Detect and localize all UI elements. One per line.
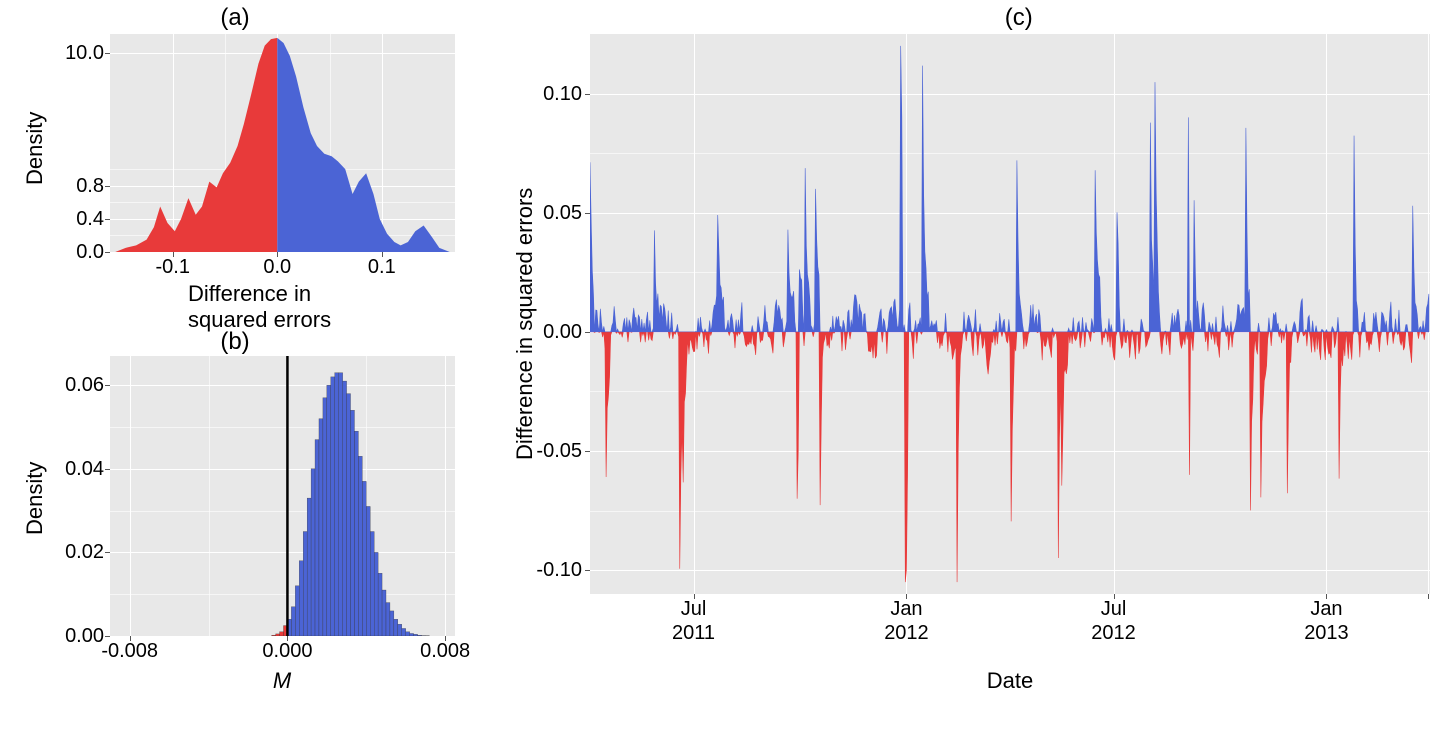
panel-b-plot <box>110 356 455 636</box>
panel-c-xtick-month: Jan <box>1286 598 1366 621</box>
panel-c-ytick: 0.00 <box>512 321 582 344</box>
panel-a-plot <box>110 34 455 252</box>
panel-c-xlabel: Date <box>987 668 1033 694</box>
panel-c-xtick-year: 2012 <box>866 622 946 645</box>
panel-c: (c) Difference in squared errors Date -0… <box>470 0 1450 729</box>
panel-c-xtick-year: 2013 <box>1286 622 1366 645</box>
panel-c-title: (c) <box>1005 4 1033 32</box>
panel-b-title: (b) <box>220 328 249 356</box>
panel-c-ytick: 0.10 <box>512 83 582 106</box>
panel-a-ytick: 0.4 <box>44 208 104 231</box>
panel-b-xtick: 0.000 <box>247 640 327 663</box>
panel-c-ytick: 0.05 <box>512 202 582 225</box>
panel-c-xtick-month: Jul <box>1074 598 1154 621</box>
panel-c-xtick-month: Jul <box>654 598 734 621</box>
panel-b-ytick: 0.04 <box>44 458 104 481</box>
panel-c-plot <box>590 34 1430 594</box>
panel-b-xlabel: M <box>273 668 291 694</box>
panel-a-xtick: 0.1 <box>354 256 410 279</box>
panel-a-xtick: -0.1 <box>145 256 201 279</box>
panel-a-title: (a) <box>220 4 249 32</box>
panel-c-ytick: -0.10 <box>512 559 582 582</box>
panel-c-xtick-month: Jan <box>866 598 946 621</box>
panel-c-ytick: -0.05 <box>512 440 582 463</box>
panel-c-xtick-year: 2012 <box>1074 622 1154 645</box>
panel-b-ytick: 0.02 <box>44 541 104 564</box>
panel-a: (a) Density Difference in squared errors… <box>0 0 470 330</box>
panel-a-xlabel: Difference in squared errors <box>188 281 376 333</box>
panel-a-xtick: 0.0 <box>249 256 305 279</box>
panel-b-xtick: -0.008 <box>90 640 170 663</box>
panel-a-ytick: 10.0 <box>44 42 104 65</box>
panel-c-xtick-year: 2011 <box>654 622 734 645</box>
panel-a-ytick: 0.8 <box>44 175 104 198</box>
panel-a-ytick: 0.0 <box>44 241 104 264</box>
panel-b-ytick: 0.06 <box>44 374 104 397</box>
panel-b: (b) Density M 0.000.020.040.06-0.0080.00… <box>0 330 470 729</box>
